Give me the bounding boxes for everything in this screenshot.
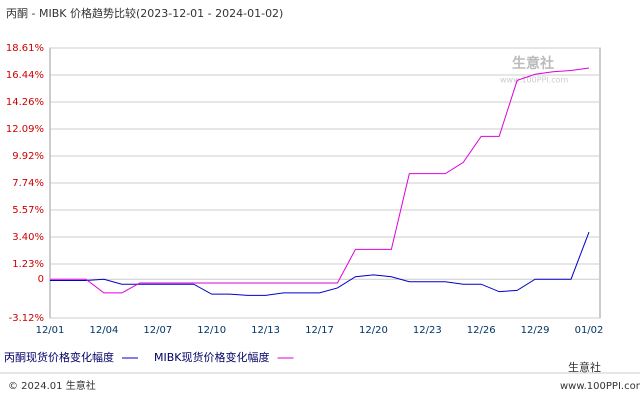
watermark-name: 生意社 xyxy=(512,55,554,72)
y-tick-label: -3.12% xyxy=(9,313,44,324)
footer-url: www.100PPI.com xyxy=(560,381,640,392)
watermark-url: www.100PPI.com xyxy=(500,76,569,85)
x-tick-label: 12/29 xyxy=(521,325,550,336)
x-tick-label: 12/10 xyxy=(197,325,226,336)
y-tick-label: 12.09% xyxy=(6,124,44,135)
x-tick-label: 12/01 xyxy=(36,325,65,336)
y-tick-label: 14.26% xyxy=(6,97,44,108)
series-line xyxy=(50,67,590,294)
y-tick-label: 3.40% xyxy=(12,232,44,243)
y-tick-label: 18.61% xyxy=(6,43,44,54)
x-tick-label: 12/13 xyxy=(251,325,280,336)
y-tick-label: 7.74% xyxy=(12,178,44,189)
y-tick-label: 1.23% xyxy=(12,259,44,270)
footer-brand: 生意社 xyxy=(568,360,601,374)
y-tick-label: 16.44% xyxy=(6,70,44,81)
x-tick-label: 12/04 xyxy=(89,325,118,336)
x-tick-label: 12/23 xyxy=(413,325,442,336)
series-line xyxy=(50,231,590,296)
chart-title: 丙酮 - MIBK 价格趋势比较(2023-12-01 - 2024-01-02… xyxy=(6,6,283,20)
x-tick-label: 12/17 xyxy=(305,325,334,336)
y-tick-label: 5.57% xyxy=(12,205,44,216)
x-tick-label: 12/07 xyxy=(143,325,172,336)
x-tick-label: 01/02 xyxy=(575,325,604,336)
y-tick-label: 9.92% xyxy=(12,151,44,162)
y-tick-label: 0 xyxy=(38,274,44,285)
x-tick-label: 12/20 xyxy=(359,325,388,336)
legend-label: MIBK现货价格变化幅度 xyxy=(154,350,270,364)
x-tick-label: 12/26 xyxy=(467,325,496,336)
legend-label: 丙酮现货价格变化幅度 xyxy=(4,350,114,364)
footer-copyright: © 2024.01 生意社 xyxy=(8,379,96,392)
